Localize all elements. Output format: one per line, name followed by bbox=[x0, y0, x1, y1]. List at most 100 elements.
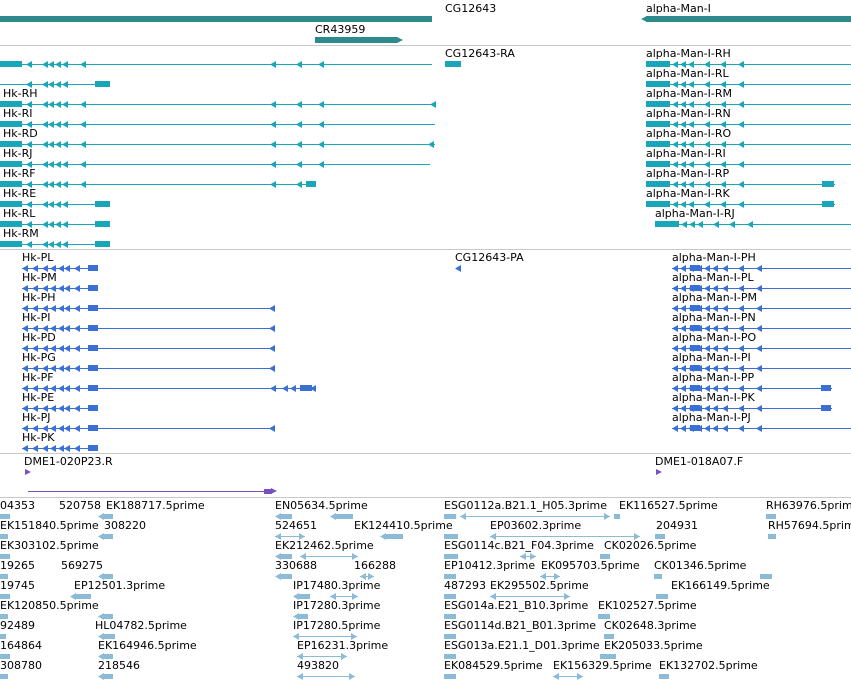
est-label[interactable]: EK124410.5prime bbox=[354, 519, 453, 532]
est-label[interactable]: EK120850.5prime bbox=[0, 599, 99, 612]
est-label[interactable]: 493820 bbox=[297, 659, 339, 672]
protein-label[interactable]: CG12643-PA bbox=[455, 251, 524, 264]
est-label[interactable]: EK188717.5prime bbox=[106, 499, 205, 512]
est-label[interactable]: 204931 bbox=[656, 519, 698, 532]
est-label[interactable]: EP16231.3prime bbox=[297, 639, 389, 652]
transcript-label[interactable]: alpha-Man-I-RP bbox=[646, 167, 730, 180]
est-label[interactable]: CK02026.5prime bbox=[604, 539, 697, 552]
est-label[interactable]: 218546 bbox=[98, 659, 140, 672]
transcript-label[interactable]: Hk-RD bbox=[3, 127, 38, 140]
transcript-label[interactable]: Hk-RF bbox=[3, 167, 36, 180]
est-label[interactable]: ESG0114d.B21_B01.3prime bbox=[444, 619, 597, 632]
clone-end-marker[interactable] bbox=[25, 469, 31, 475]
est-label[interactable]: EP10412.3prime bbox=[444, 559, 536, 572]
est-label[interactable]: ESG0112a.B21.1_H05.3prime bbox=[444, 499, 608, 512]
clone-end-marker[interactable] bbox=[656, 469, 662, 475]
est-label[interactable]: EP03602.3prime bbox=[490, 519, 582, 532]
protein-label[interactable]: Hk-PF bbox=[22, 371, 54, 384]
est-label[interactable]: EN05634.5prime bbox=[275, 499, 368, 512]
est-label[interactable]: EK156329.5prime bbox=[553, 659, 652, 672]
est-label[interactable]: EK102527.5prime bbox=[598, 599, 697, 612]
clone-label[interactable]: DME1-018A07.F bbox=[655, 455, 744, 468]
est-label[interactable]: EK295502.5prime bbox=[490, 579, 589, 592]
protein-label[interactable]: Hk-PJ bbox=[22, 411, 51, 424]
protein-label[interactable]: alpha-Man-I-PI bbox=[672, 351, 751, 364]
protein-label[interactable]: alpha-Man-I-PO bbox=[672, 331, 757, 344]
est-label[interactable]: 308780 bbox=[0, 659, 42, 672]
transcript-label[interactable]: alpha-Man-I-RM bbox=[646, 87, 732, 100]
est-label[interactable]: IP17280.3prime bbox=[293, 599, 381, 612]
est-label[interactable]: IP17480.3prime bbox=[293, 579, 381, 592]
est-label[interactable]: RH63976.5prime bbox=[766, 499, 851, 512]
transcript-label[interactable]: alpha-Man-I-RI bbox=[646, 147, 726, 160]
transcript-label[interactable]: alpha-Man-I-RH bbox=[646, 47, 731, 60]
est-label[interactable]: 166288 bbox=[354, 559, 396, 572]
transcript-label[interactable]: Hk-RJ bbox=[3, 147, 33, 160]
est-label[interactable]: 164864 bbox=[0, 639, 42, 652]
protein-label[interactable]: alpha-Man-I-PP bbox=[672, 371, 755, 384]
transcript-label[interactable]: alpha-Man-I-RJ bbox=[655, 207, 735, 220]
est-label[interactable]: EK151840.5prime bbox=[0, 519, 99, 532]
protein-label[interactable]: Hk-PD bbox=[22, 331, 56, 344]
est-label[interactable]: EK205033.5prime bbox=[604, 639, 703, 652]
gene-feature[interactable] bbox=[646, 16, 851, 22]
est-label[interactable]: IP17280.5prime bbox=[293, 619, 381, 632]
transcript-label[interactable]: alpha-Man-I-RL bbox=[646, 67, 729, 80]
est-label[interactable]: EK303102.5prime bbox=[0, 539, 99, 552]
est-label[interactable]: EK116527.5prime bbox=[619, 499, 718, 512]
transcript-label[interactable]: Hk-RH bbox=[3, 87, 38, 100]
est-label[interactable]: EK095703.5prime bbox=[541, 559, 640, 572]
est-label[interactable]: EK132702.5prime bbox=[659, 659, 758, 672]
protein-label[interactable]: alpha-Man-I-PH bbox=[672, 251, 756, 264]
est-label[interactable]: EK084529.5prime bbox=[444, 659, 543, 672]
transcript-label[interactable]: alpha-Man-I-RO bbox=[646, 127, 732, 140]
est-label[interactable]: 487293 bbox=[444, 579, 486, 592]
est-label[interactable]: 520758 bbox=[59, 499, 101, 512]
transcript-label[interactable]: Hk-RM bbox=[3, 227, 39, 240]
est-label[interactable]: RH57694.5prime bbox=[768, 519, 851, 532]
protein-label[interactable]: Hk-PH bbox=[22, 291, 56, 304]
protein-label[interactable]: Hk-PL bbox=[22, 251, 54, 264]
gene-label[interactable]: CG12643 bbox=[445, 2, 497, 15]
transcript-label[interactable]: Hk-RE bbox=[3, 187, 37, 200]
gene-feature[interactable] bbox=[0, 16, 432, 22]
gene-label[interactable]: CR43959 bbox=[315, 23, 366, 36]
est-label[interactable]: 524651 bbox=[275, 519, 317, 532]
protein-label[interactable]: Hk-PI bbox=[22, 311, 51, 324]
clone-span[interactable] bbox=[28, 491, 266, 492]
est-label[interactable]: 330688 bbox=[275, 559, 317, 572]
est-label[interactable]: 308220 bbox=[104, 519, 146, 532]
est-label[interactable]: 569275 bbox=[61, 559, 103, 572]
transcript-label[interactable]: alpha-Man-I-RN bbox=[646, 107, 731, 120]
protein-label[interactable]: alpha-Man-I-PN bbox=[672, 311, 756, 324]
gene-label[interactable]: alpha-Man-I bbox=[646, 2, 711, 15]
transcript-label[interactable]: Hk-RL bbox=[3, 207, 36, 220]
est-label[interactable]: ESG014a.E21_B10.3prime bbox=[444, 599, 589, 612]
protein-label[interactable]: alpha-Man-I-PM bbox=[672, 291, 757, 304]
est-label[interactable]: HL04782.5prime bbox=[95, 619, 187, 632]
est-label[interactable]: ESG0114c.B21_F04.3prime bbox=[444, 539, 594, 552]
protein-label[interactable]: Hk-PK bbox=[22, 431, 55, 444]
est-label[interactable]: ESG013a.E21.1_D01.3prime bbox=[444, 639, 600, 652]
est-label[interactable]: 19265 bbox=[0, 559, 35, 572]
transcript-label[interactable]: alpha-Man-I-RK bbox=[646, 187, 730, 200]
est-label[interactable]: EP12501.3prime bbox=[74, 579, 166, 592]
clone-end-marker[interactable] bbox=[264, 489, 272, 494]
transcript-label[interactable]: CG12643-RA bbox=[445, 47, 515, 60]
est-label[interactable]: 19745 bbox=[0, 579, 35, 592]
est-label[interactable]: 92489 bbox=[0, 619, 35, 632]
protein-label[interactable]: alpha-Man-I-PL bbox=[672, 271, 754, 284]
est-label[interactable]: EK166149.5prime bbox=[671, 579, 770, 592]
protein-label[interactable]: Hk-PG bbox=[22, 351, 56, 364]
clone-label[interactable]: DME1-020P23.R bbox=[24, 455, 113, 468]
est-label[interactable]: CK01346.5prime bbox=[654, 559, 747, 572]
est-label[interactable]: EK212462.5prime bbox=[275, 539, 374, 552]
est-label[interactable]: EK164946.5prime bbox=[98, 639, 197, 652]
est-label[interactable]: 04353 bbox=[0, 499, 35, 512]
protein-label[interactable]: Hk-PE bbox=[22, 391, 55, 404]
protein-label[interactable]: Hk-PM bbox=[22, 271, 57, 284]
protein-label[interactable]: alpha-Man-I-PK bbox=[672, 391, 755, 404]
est-label[interactable]: CK02648.3prime bbox=[604, 619, 697, 632]
gene-feature[interactable] bbox=[315, 37, 397, 43]
protein-label[interactable]: alpha-Man-I-PJ bbox=[672, 411, 751, 424]
